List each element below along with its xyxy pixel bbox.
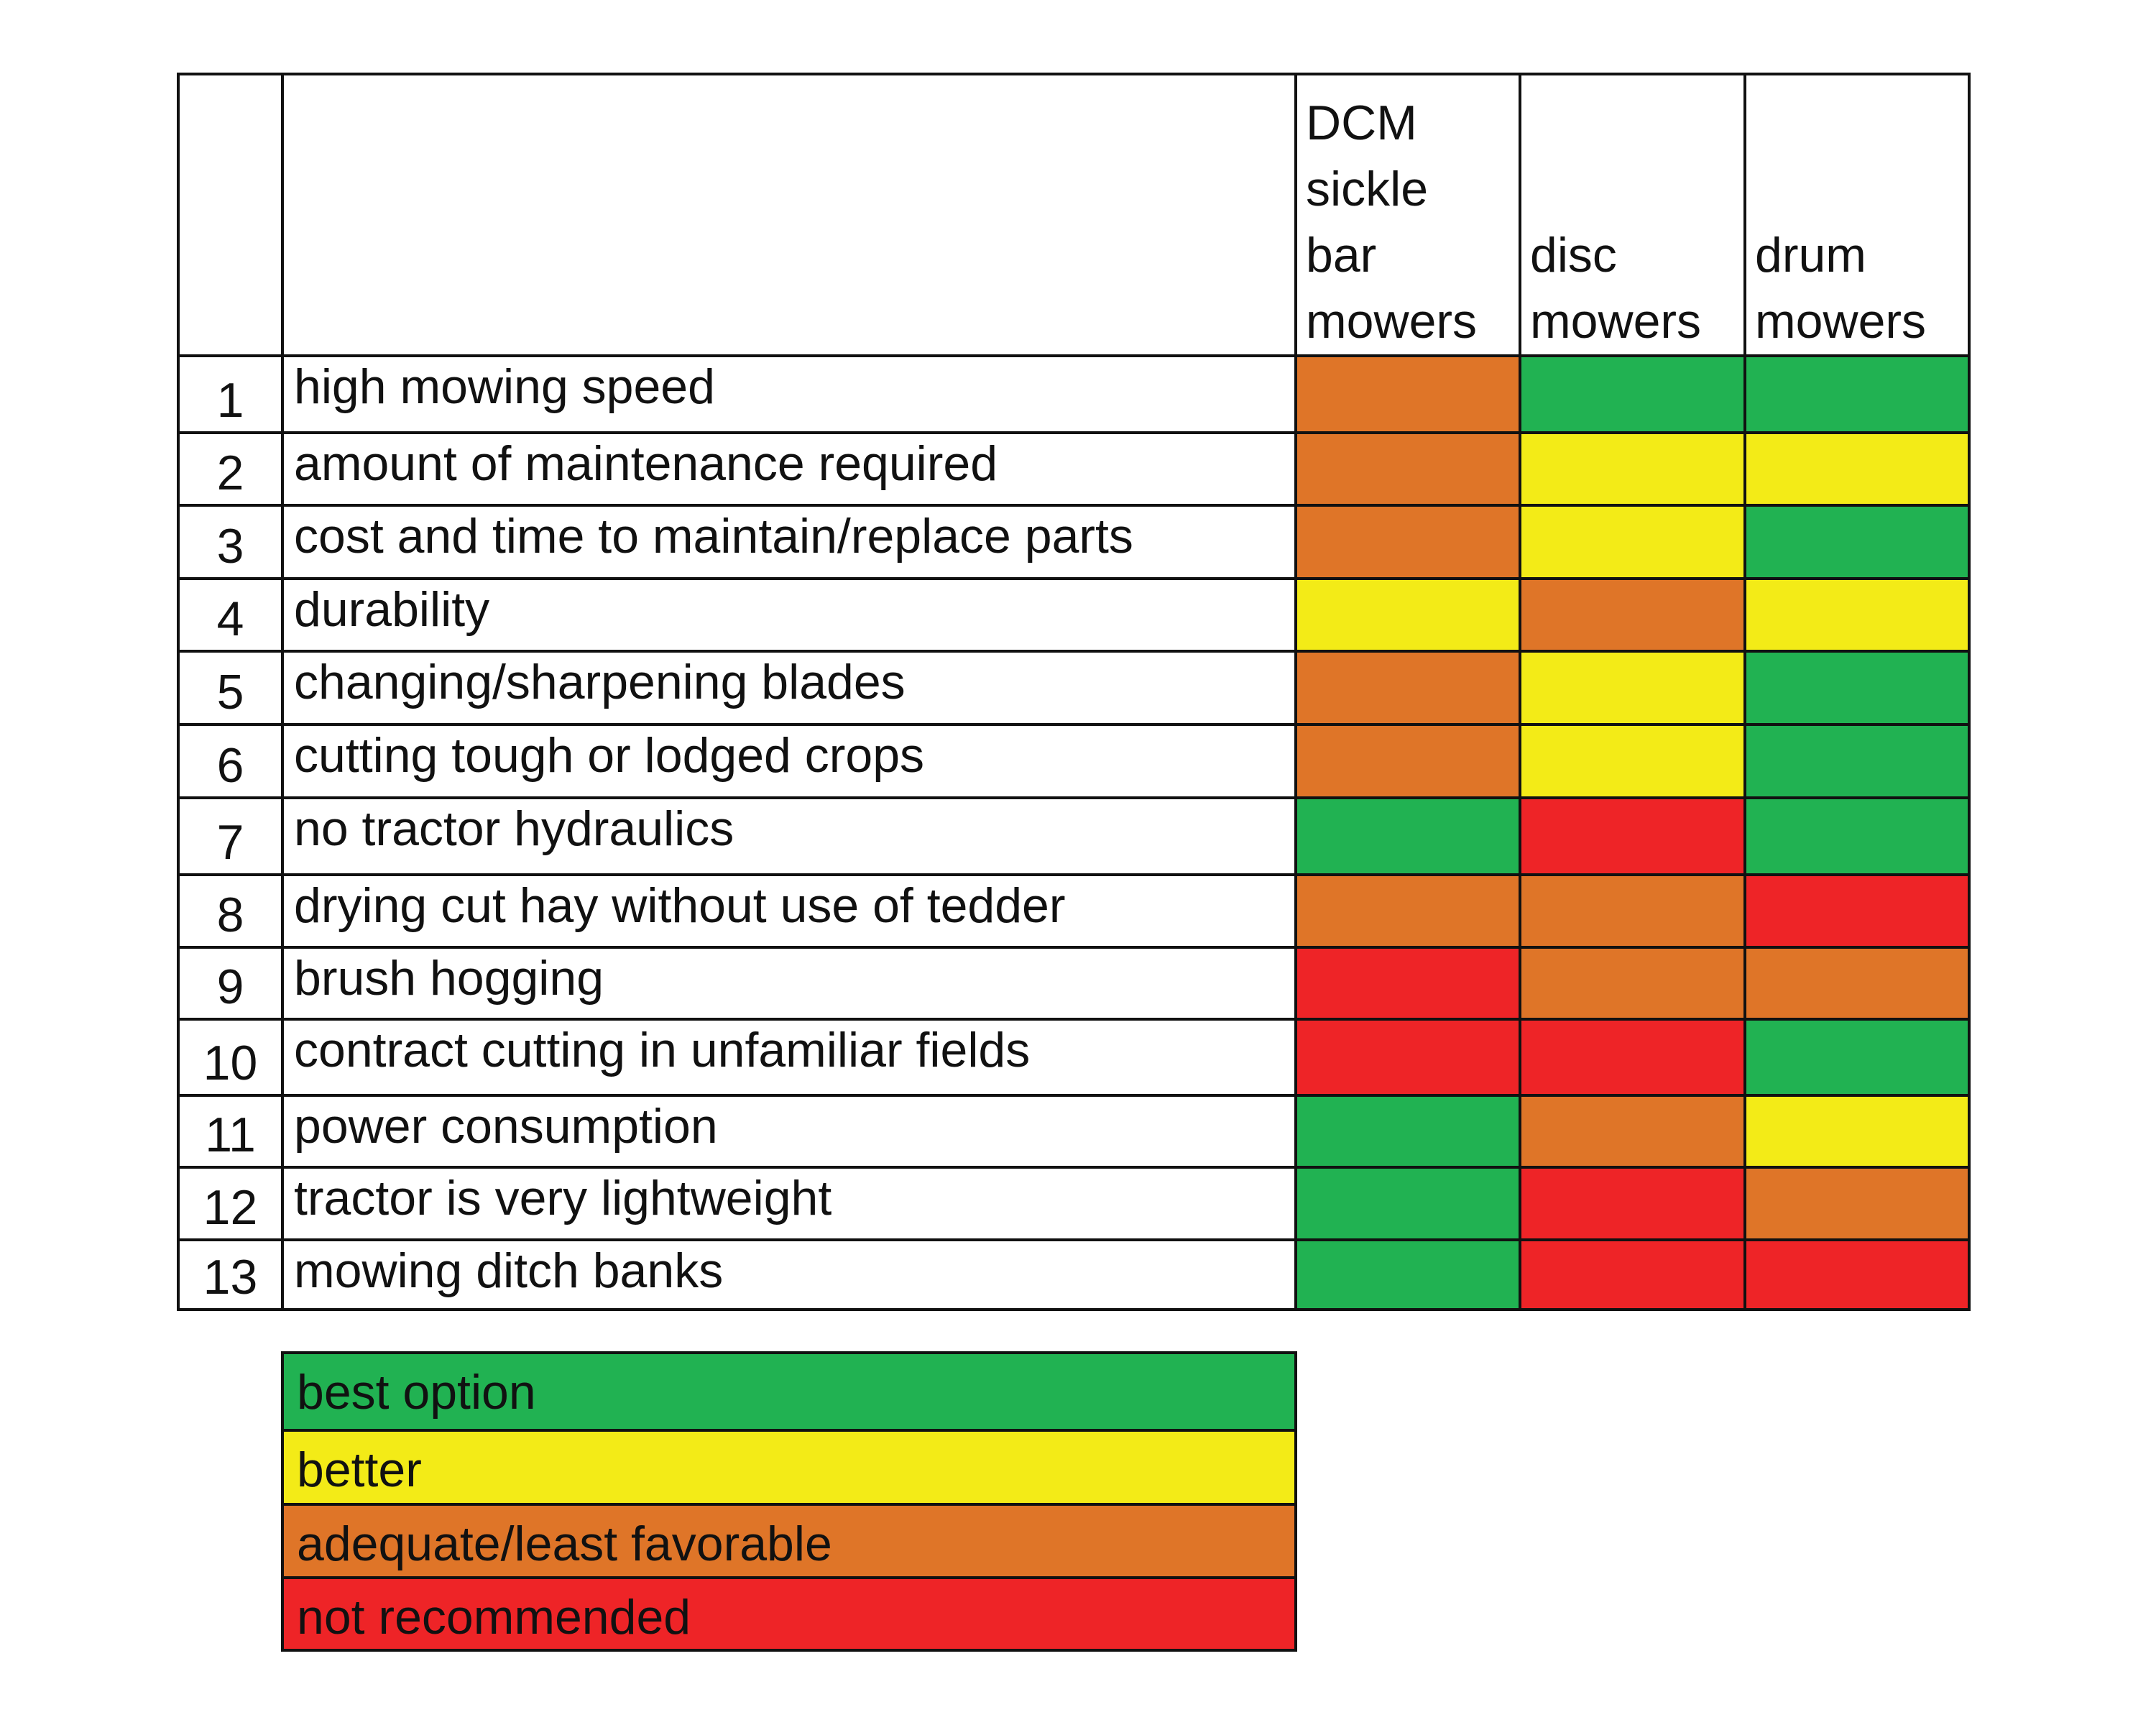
criterion-label: durability <box>294 582 489 637</box>
rating-cell <box>1296 1095 1520 1167</box>
rating-cell <box>1296 433 1520 505</box>
rating-cell <box>1520 947 1745 1019</box>
row-number: 5 <box>217 665 244 719</box>
rating-cell <box>1520 724 1745 798</box>
rating-cell <box>1520 1095 1745 1167</box>
rating-cell <box>1745 1019 1969 1095</box>
criterion-label: power consumption <box>294 1099 718 1154</box>
legend-swatch-better <box>282 1430 1296 1504</box>
rating-cell <box>1520 651 1745 724</box>
rating-cell <box>1745 947 1969 1019</box>
rating-cell <box>1296 1167 1520 1240</box>
legend-swatch-best <box>282 1353 1296 1430</box>
column-header-text: DCM <box>1306 96 1417 150</box>
column-header-text: disc <box>1530 228 1617 282</box>
criterion-label: tractor is very lightweight <box>294 1171 831 1225</box>
rating-cell <box>1296 651 1520 724</box>
rating-cell <box>1745 356 1969 433</box>
rating-cell <box>1520 798 1745 875</box>
criterion-label: high mowing speed <box>294 359 715 414</box>
criterion-label: brush hogging <box>294 951 604 1006</box>
row-number: 4 <box>217 592 244 646</box>
rating-cell <box>1296 798 1520 875</box>
row-number: 2 <box>217 446 244 500</box>
rating-cell <box>1745 1240 1969 1310</box>
rating-cell <box>1296 356 1520 433</box>
criterion-label: cost and time to maintain/replace parts <box>294 509 1133 564</box>
rating-cell <box>1296 1019 1520 1095</box>
legend-label-best: best option <box>297 1365 536 1420</box>
criterion-label: mowing ditch banks <box>294 1243 723 1298</box>
rating-cell <box>1745 651 1969 724</box>
criterion-label: drying cut hay without use of tedder <box>294 878 1066 933</box>
row-number: 13 <box>203 1250 258 1305</box>
criterion-label: changing/sharpening blades <box>294 655 906 709</box>
rating-cell <box>1520 875 1745 947</box>
rating-cell <box>1745 579 1969 651</box>
rating-cell <box>1745 1095 1969 1167</box>
column-header-text: bar <box>1306 228 1376 282</box>
row-number: 11 <box>205 1108 256 1162</box>
rating-cell <box>1520 433 1745 505</box>
row-number: 7 <box>217 815 244 870</box>
legend-label-not: not recommended <box>297 1590 691 1644</box>
criterion-label: amount of maintenance required <box>294 436 998 491</box>
rating-cell <box>1745 798 1969 875</box>
row-number: 12 <box>203 1180 258 1235</box>
rating-cell <box>1520 1167 1745 1240</box>
row-number: 9 <box>217 960 244 1014</box>
column-header-text: mowers <box>1530 294 1701 349</box>
column-header-text: mowers <box>1306 294 1477 349</box>
rating-cell <box>1296 947 1520 1019</box>
criterion-label: no tractor hydraulics <box>294 801 734 856</box>
rating-cell <box>1520 1019 1745 1095</box>
rating-cell <box>1520 356 1745 433</box>
rating-cell <box>1296 724 1520 798</box>
criterion-label: cutting tough or lodged crops <box>294 728 924 783</box>
column-header-text: sickle <box>1306 162 1428 216</box>
rating-cell <box>1520 579 1745 651</box>
row-number: 3 <box>217 519 244 574</box>
rating-cell <box>1745 875 1969 947</box>
rating-cell <box>1296 505 1520 579</box>
rating-cell <box>1296 1240 1520 1310</box>
legend-label-adequate: adequate/least favorable <box>297 1517 832 1571</box>
legend-label-better: better <box>297 1443 422 1497</box>
legend-swatch-adequate <box>282 1504 1296 1578</box>
rating-cell <box>1296 579 1520 651</box>
row-number: 10 <box>203 1036 258 1090</box>
rating-cell <box>1520 505 1745 579</box>
legend-swatch-not <box>282 1578 1296 1650</box>
column-header-text: drum <box>1755 228 1866 282</box>
rating-cell <box>1745 433 1969 505</box>
row-number: 6 <box>217 738 244 793</box>
criterion-label: contract cutting in unfamiliar fields <box>294 1023 1030 1077</box>
rating-cell <box>1745 1167 1969 1240</box>
column-header-text: mowers <box>1755 294 1926 349</box>
legend-border <box>281 1351 1297 1652</box>
rating-cell <box>1520 1240 1745 1310</box>
rating-cell <box>1745 505 1969 579</box>
rating-cell <box>1296 875 1520 947</box>
row-number: 1 <box>217 373 244 428</box>
row-number: 8 <box>217 888 244 942</box>
rating-cell <box>1745 724 1969 798</box>
